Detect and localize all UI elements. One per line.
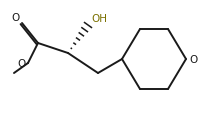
Text: O: O	[189, 55, 197, 64]
Text: O: O	[12, 13, 20, 23]
Text: OH: OH	[91, 14, 107, 24]
Text: O: O	[18, 59, 26, 68]
